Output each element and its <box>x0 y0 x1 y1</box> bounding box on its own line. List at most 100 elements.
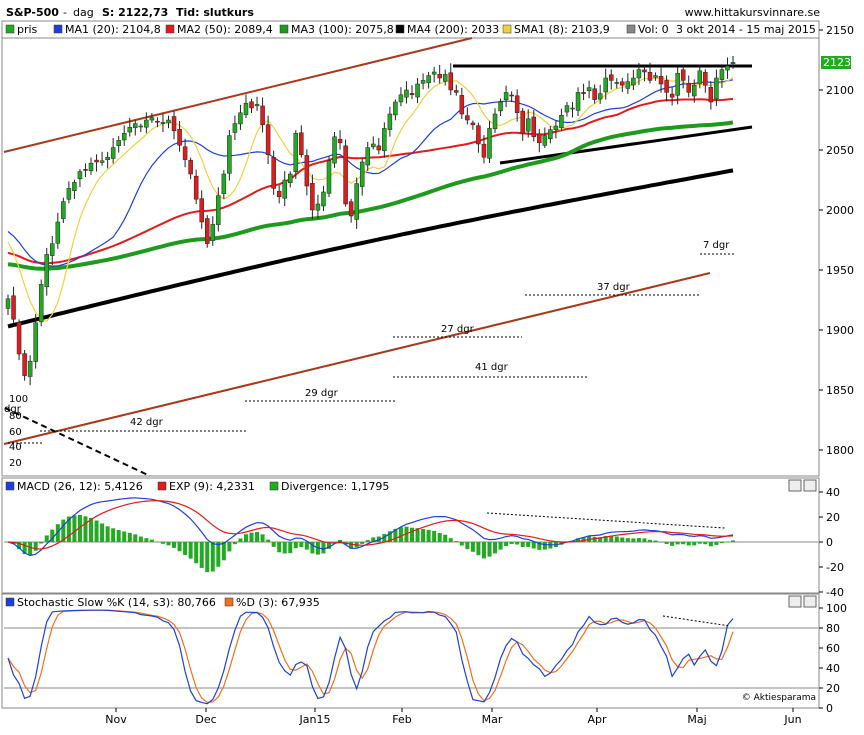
candle-body <box>11 295 16 320</box>
candle-body <box>454 90 459 93</box>
macd-histogram-bar <box>260 534 265 542</box>
chart-header: S&P-500 - dag S: 2122,73 Tid: slutkurs w… <box>6 6 820 19</box>
macd-tick-label: 40 <box>826 486 840 499</box>
x-tick-label: Apr <box>587 713 607 726</box>
candle-body <box>348 201 354 217</box>
last-price-text: 2123 <box>823 56 851 69</box>
macd-histogram-bar <box>692 542 697 546</box>
candle-body <box>409 93 415 96</box>
candle-body <box>620 81 625 86</box>
macd-histogram-bar <box>708 542 713 547</box>
candle-body <box>216 195 221 225</box>
macd-histogram-bar <box>653 540 658 542</box>
candle-body <box>415 83 420 98</box>
macd-histogram-bar <box>61 519 66 542</box>
macd-histogram-bar <box>133 534 138 542</box>
macd-histogram-bar <box>160 542 165 544</box>
macd-tick-label: 20 <box>826 511 840 524</box>
macd-signal-line <box>7 500 734 550</box>
macd-histogram-bar <box>33 542 38 551</box>
macd-histogram-bar <box>592 536 597 542</box>
macd-histogram-bar <box>216 542 221 567</box>
macd-close-button[interactable] <box>803 479 817 492</box>
header-separator: - <box>63 6 67 19</box>
candle-body <box>675 72 680 96</box>
macd-legend-label: Divergence: 1,1795 <box>281 480 389 493</box>
candle-body <box>730 62 736 64</box>
stoch-settings-button[interactable] <box>788 595 802 608</box>
macd-histogram-bar <box>625 538 630 542</box>
macd-histogram-bar <box>105 526 110 542</box>
macd-histogram-bar <box>421 528 426 542</box>
cycle-annotations: 7 dgr 37 dgr 27 dgr 41 dgr 29 dgr 42 dgr <box>8 240 735 444</box>
price-tick-label: 2100 <box>826 84 854 97</box>
macd-histogram-bar <box>122 531 127 542</box>
macd-histogram-bar <box>17 542 22 550</box>
candle-body <box>597 93 603 100</box>
stoch-legend: Stochastic Slow %K (14, s3): 80,766 %D (3… <box>5 596 320 609</box>
candle-body <box>470 122 476 126</box>
legend-swatch <box>626 24 636 34</box>
macd-histogram-bar <box>459 542 464 546</box>
macd-histogram-bar <box>326 542 331 549</box>
candle-body <box>199 198 204 223</box>
candle-body <box>5 298 11 309</box>
label-37-dgr: 37 dgr <box>597 282 631 293</box>
macd-histogram-bar <box>166 542 171 546</box>
price-tick-label: 1900 <box>826 324 854 337</box>
macd-histogram-bar <box>144 538 149 542</box>
candle-body <box>492 113 498 130</box>
candle-body <box>249 101 254 109</box>
legend-label: MA4 (200): 2033 <box>407 23 499 36</box>
macd-histogram-bar <box>731 540 735 542</box>
stoch-tick-label: 20 <box>826 682 840 695</box>
macd-histogram-bar <box>493 542 498 554</box>
candle-body <box>503 92 509 100</box>
macd-histogram-bar <box>520 542 525 547</box>
macd-histogram-bar <box>310 542 315 554</box>
candle-body <box>254 104 260 107</box>
stoch-axis: 100 80 60 40 20 0 <box>819 602 847 715</box>
macd-tick-label: -40 <box>826 586 844 599</box>
candle-body <box>38 284 44 323</box>
price-tick-label: 2150 <box>826 24 854 37</box>
macd-histogram-bar <box>77 515 82 542</box>
upper-channel-line <box>3 37 473 153</box>
macd-histogram-bar <box>255 531 260 542</box>
macd-histogram-bar <box>476 542 481 556</box>
inset-scale: dgr 100 80 60 40 20 <box>4 394 28 469</box>
down-trend-line <box>4 407 151 477</box>
candle-body <box>127 126 133 133</box>
candle-body <box>487 128 492 159</box>
macd-histogram-bar <box>675 542 680 545</box>
macd-histogram-bar <box>304 542 309 550</box>
candle-body <box>642 69 647 73</box>
macd-histogram-bar <box>83 516 88 542</box>
macd-histogram-bar <box>205 542 210 573</box>
x-tick-label: Mar <box>482 713 503 726</box>
candle-body <box>332 136 337 164</box>
candle-body <box>177 128 182 146</box>
macd-panel-buttons <box>788 479 817 492</box>
macd-histogram-bar <box>576 538 581 542</box>
macd-histogram-bar <box>271 542 276 547</box>
candle-body <box>354 183 359 220</box>
macd-histogram-bar <box>504 542 509 546</box>
label-42-dgr: 42 dgr <box>130 417 164 428</box>
candle-body <box>581 92 586 94</box>
macd-histogram-bar <box>642 538 647 542</box>
macd-histogram <box>6 515 735 573</box>
stoch-close-button[interactable] <box>803 595 817 608</box>
price-tick-label: 1800 <box>826 444 854 457</box>
macd-settings-button[interactable] <box>788 479 802 492</box>
candle-body <box>608 74 614 81</box>
candle-body <box>692 84 697 97</box>
candle-body <box>631 77 636 86</box>
candle-body <box>708 87 714 103</box>
macd-histogram-bar <box>670 542 675 546</box>
lower-channel-line <box>3 272 711 445</box>
legend-swatch <box>395 24 405 34</box>
ma50-line <box>7 97 734 265</box>
inset-tick-60: 60 <box>9 427 22 438</box>
candle-body <box>719 69 725 80</box>
